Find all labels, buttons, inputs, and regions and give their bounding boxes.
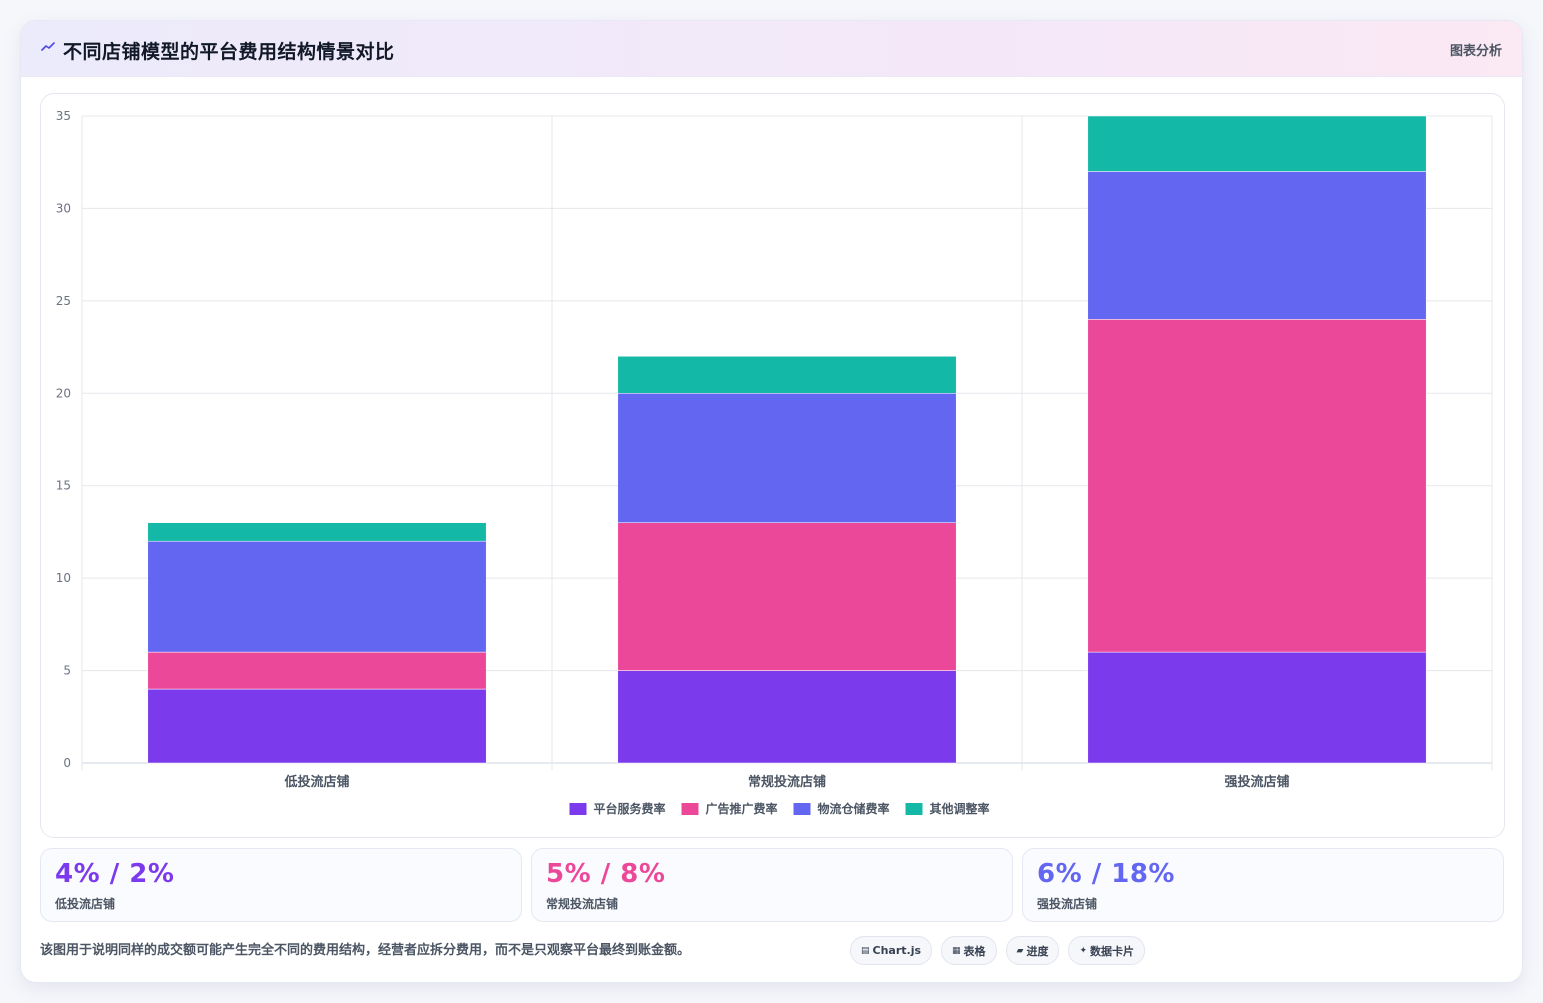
y-tick-label: 5 [63,664,71,678]
card-header: 不同店铺模型的平台费用结构情景对比 图表分析 [21,21,1522,77]
chip-chartjs[interactable]: ▤ Chart.js [850,936,933,965]
chip-label: Chart.js [872,944,922,957]
y-tick-label: 10 [56,571,71,585]
feature-chips: ▤ Chart.js ▦ 表格 ▰ 进度 ✦ 数据卡片 [850,936,1146,965]
bar-segment [147,540,487,653]
bar-segment [617,522,957,671]
legend-swatch [905,803,923,815]
stat-card-regular: 5% / 8% 常规投流店铺 [531,848,1013,922]
chip-label: 表格 [963,944,986,958]
legend-swatch [793,803,811,815]
bar-segment [147,522,487,542]
bar-segment [617,356,957,394]
chart-icon: ▤ [861,945,870,956]
bar-segment [1087,651,1427,764]
y-tick-label: 25 [56,294,71,308]
stat-label: 低投流店铺 [55,897,116,911]
chart-title: 不同店铺模型的平台费用结构情景对比 [63,41,395,63]
legend-label: 其他调整率 [930,801,990,816]
y-tick-label: 0 [63,756,71,770]
bar-segment [617,393,957,523]
y-tick-label: 15 [56,479,71,493]
chip-label: 进度 [1026,944,1049,958]
legend-label: 平台服务费率 [594,801,666,816]
y-tick-label: 30 [56,201,71,215]
x-tick-label: 强投流店铺 [1224,774,1289,790]
stat-label: 常规投流店铺 [546,897,619,911]
stat-value: 4% / 2% [55,859,175,889]
legend-swatch [681,803,699,815]
chart-analysis-label: 图表分析 [1449,44,1502,59]
stat-label: 强投流店铺 [1037,897,1098,911]
sparkle-icon: ✦ [1079,945,1088,956]
y-tick-label: 35 [56,109,71,123]
chip-table[interactable]: ▦ 表格 [941,936,997,965]
stat-value: 6% / 18% [1037,859,1175,889]
table-icon: ▦ [952,945,961,956]
bar-segment [1087,319,1427,653]
bar-segment [1087,115,1427,172]
legend-swatch [569,803,587,815]
bar-segment [147,651,487,690]
legend-label: 广告推广费率 [706,801,778,816]
chart-container: 0 5 10 15 20 25 30 35 低投流店铺 常规投流店铺 强投流店铺平台服务费率 广告推广… [40,93,1505,838]
stat-value: 5% / 8% [546,859,666,889]
chart-card: 不同店铺模型的平台费用结构情景对比 图表分析 0 5 10 15 20 25 30 35 低投流… [20,20,1523,983]
x-tick-label: 常规投流店铺 [748,774,826,790]
y-tick-label: 20 [56,386,71,400]
progress-icon: ▰ [1016,945,1024,956]
bar-segment [1087,171,1427,320]
chart-note: 该图用于说明同样的成交额可能产生完全不同的费用结构，经营者应拆分费用，而不是只观… [40,943,691,958]
chip-progress[interactable]: ▰ 进度 [1005,936,1060,965]
stat-card-strong: 6% / 18% 强投流店铺 [1022,848,1504,922]
trend-line-icon [41,42,55,51]
chip-label: 数据卡片 [1090,944,1135,958]
x-tick-label: 低投流店铺 [283,774,349,790]
chip-data-card[interactable]: ✦ 数据卡片 [1068,936,1146,965]
legend-label: 物流仓储费率 [818,801,890,816]
bar-segment [617,670,957,764]
bar-segment [147,688,487,764]
stat-card-low: 4% / 2% 低投流店铺 [40,848,522,922]
